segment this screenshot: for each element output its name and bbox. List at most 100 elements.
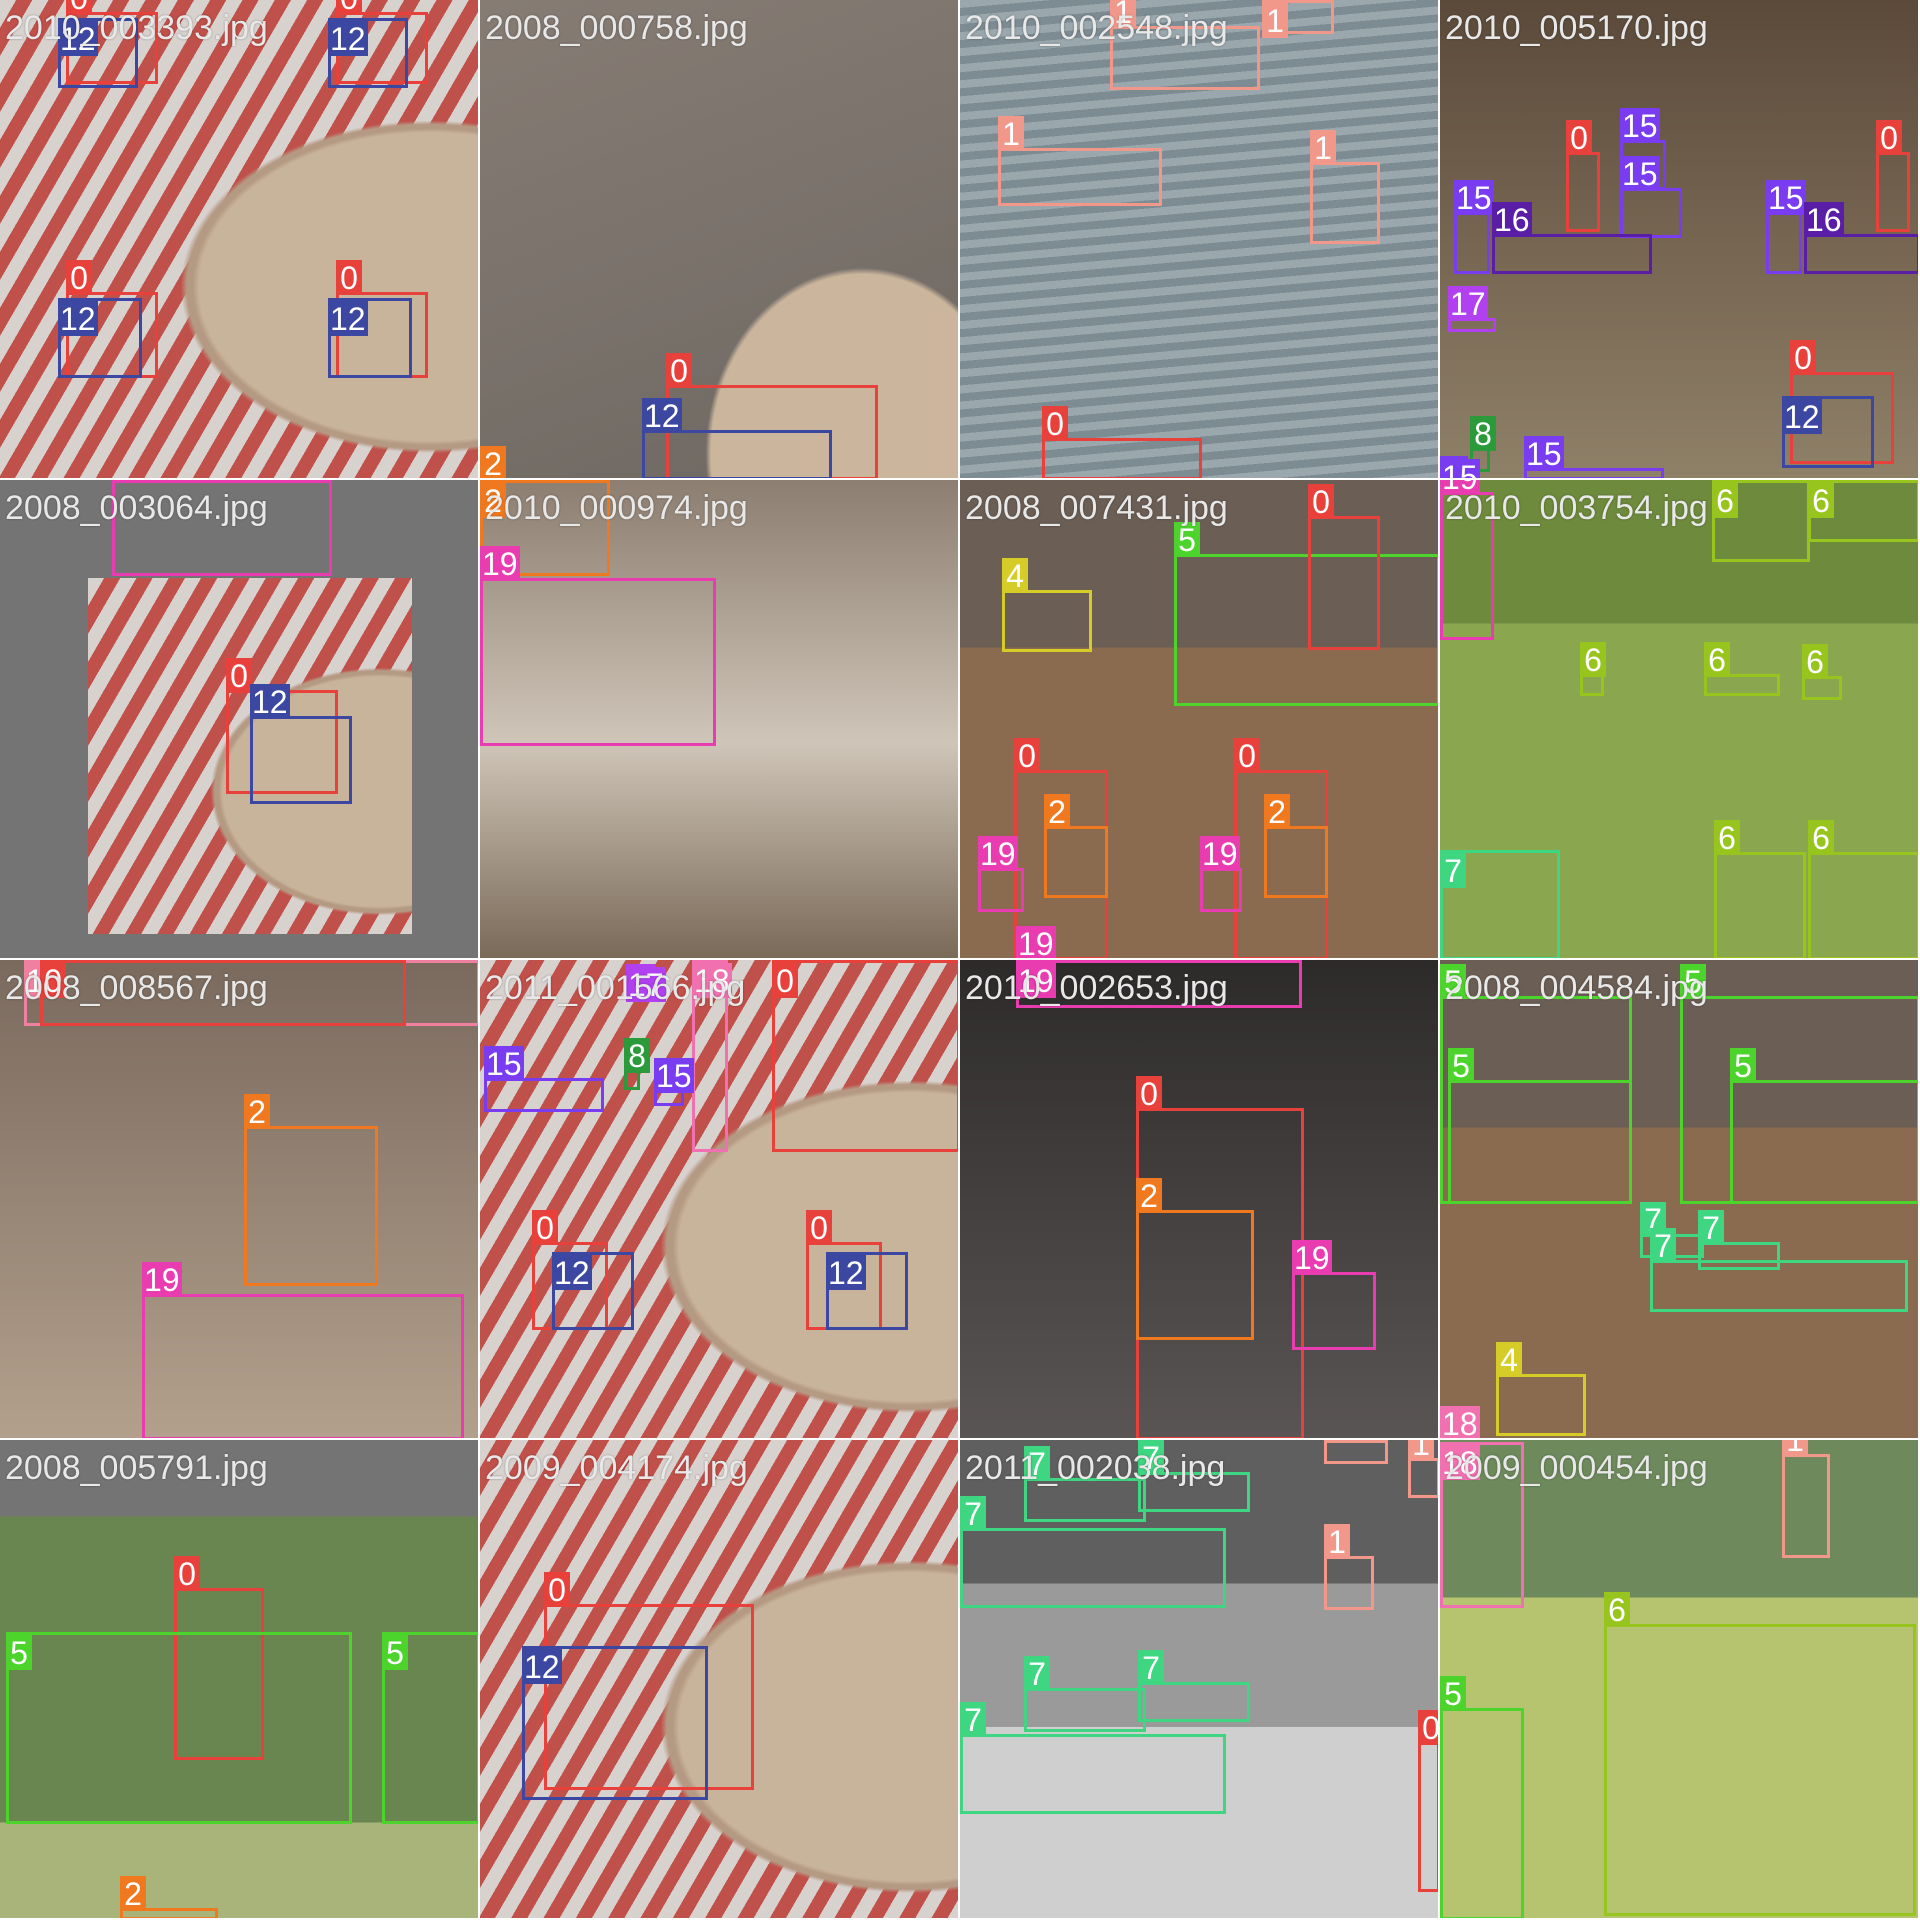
mosaic-tile-1: 2010_003393.jpg 0 12 0 12 0 12 0 12 [0, 0, 480, 480]
bbox-class-label: 1 [1782, 1440, 1808, 1458]
bbox-class-label: 5 [1174, 522, 1200, 558]
bbox-class-label: 18 [1440, 1445, 1480, 1481]
bbox-class-label: 15 [1620, 156, 1660, 192]
tile-filename: 2008_005791.jpg [5, 1449, 268, 1487]
bbox-class-6: 6 [1580, 642, 1606, 696]
bbox-class-2: 2 [1136, 1178, 1254, 1340]
bbox-class-12: 12 [1782, 396, 1874, 468]
bbox-class-label: 7 [1138, 1650, 1164, 1686]
bbox-class-1: 1 [1110, 0, 1260, 90]
tile-filename: 2010_003393.jpg [5, 9, 268, 47]
bbox-class-label: 19 [480, 546, 520, 582]
bbox-class-12: 12 [328, 298, 412, 378]
bbox-class-label: 0 [532, 1210, 558, 1246]
bbox-class-6: 6 [1714, 820, 1806, 958]
bbox-class-19: 19 [978, 836, 1024, 912]
mosaic-tile-3: 2010_002548.jpg 1 1 1 1 0 [960, 0, 1440, 480]
bbox-class-label: 0 [806, 1210, 832, 1246]
tile-filename: 2010_002548.jpg [965, 9, 1228, 47]
bbox-class-12: 12 [642, 398, 832, 478]
bbox-class-7: 7 [960, 1702, 1226, 1814]
bbox-class-label: 5 [6, 1635, 32, 1671]
bbox-class-7: 7 [1440, 850, 1560, 958]
bbox-class-label: 19 [1292, 1240, 1332, 1276]
bbox-class-7: 7 [1138, 1650, 1250, 1722]
bbox-class-label: 0 [1418, 1710, 1438, 1746]
bbox-class-label: 0 [1234, 738, 1260, 774]
bbox-class-label: 0 [1876, 120, 1902, 156]
bbox-class-label: 4 [1002, 558, 1028, 594]
bbox-class-label: 2 [1044, 794, 1070, 830]
tile-image-track-collage [480, 960, 958, 1438]
bbox-class-2: 2 [480, 446, 506, 478]
bbox-class-1: 1 [1324, 1524, 1374, 1610]
bbox-class-12: 12 [58, 298, 142, 378]
bbox-class-label: 2 [1264, 794, 1290, 830]
bbox-class-15: 15 [1454, 180, 1494, 274]
bbox-class-label: 1 [998, 116, 1024, 152]
bbox-class-label: 19 [1016, 963, 1056, 999]
bbox-class-label: 1 [1262, 3, 1288, 39]
bbox-class-7: 7 [1138, 1440, 1250, 1512]
bbox-class-label: 1 [1324, 1440, 1350, 1444]
bbox-class-label: 19 [112, 480, 152, 484]
bbox-class-7: 7 [1650, 1228, 1908, 1312]
bbox-class-0: 0 [1418, 1710, 1438, 1892]
bbox-class-label: 12 [1782, 399, 1822, 435]
tile-image-sheep-field [1440, 480, 1918, 958]
tile-filename: 2010_002653.jpg [965, 969, 1228, 1007]
bbox-class-0: 0 [1042, 406, 1202, 478]
bbox-class-0: 0 [226, 658, 338, 794]
bbox-class-0: 0 [40, 960, 406, 1026]
tile-filename: 2009_000454.jpg [1445, 1449, 1708, 1487]
mosaic-tile-2: 2008_000758.jpg 0 12 2 [480, 0, 960, 480]
tile-image-horse-rider [960, 480, 1438, 958]
bbox-class-7: 7 [1024, 1656, 1146, 1732]
bbox-class-label: 15 [1766, 180, 1806, 216]
bbox-class-label: 0 [666, 353, 692, 389]
bbox-class-label: 12 [826, 1255, 866, 1291]
bbox-class-label: 17 [1448, 286, 1488, 322]
bbox-class-label: 0 [174, 1556, 200, 1592]
bbox-class-label: 16 [1804, 202, 1844, 238]
mosaic-tile-8: 2010_003754.jpg 19 6 6 6 6 6 7 6 6 [1440, 480, 1920, 960]
bbox-class-label: 12 [328, 301, 368, 337]
bbox-class-0: 0 [544, 1572, 754, 1790]
mosaic-tile-14: 2009_004174.jpg 0 12 [480, 1440, 960, 1920]
bbox-class-8: 8 [1470, 416, 1496, 472]
bbox-class-label: 8 [1470, 416, 1496, 452]
bbox-class-19: 19 [1440, 480, 1494, 640]
mosaic-tile-11: 2010_002653.jpg 19 0 2 19 [960, 960, 1440, 1440]
bbox-class-12: 12 [552, 1252, 634, 1330]
tile-filename: 2008_007431.jpg [965, 489, 1228, 527]
bbox-class-label: 0 [1014, 738, 1040, 774]
bbox-class-2: 2 [1044, 794, 1108, 898]
bbox-class-label: 2 [1136, 1178, 1162, 1214]
bbox-class-4: 4 [1002, 558, 1092, 652]
bbox-class-label: 15 [1440, 459, 1480, 478]
bbox-class-label: 8 [624, 1038, 650, 1074]
bbox-class-7: 7 [1698, 1210, 1780, 1270]
tile-image-motorcycle-track [0, 0, 478, 478]
bbox-class-label: 1 [1324, 1524, 1350, 1560]
bbox-class-label: 19 [1440, 480, 1480, 496]
bbox-class-label: 5 [1448, 1048, 1474, 1084]
bbox-class-label: 2 [244, 1094, 270, 1130]
tile-image-ducks-on-water [960, 0, 1438, 478]
mosaic-tile-5: 2008_003064.jpg 19 0 12 [0, 480, 480, 960]
tile-filename: 2008_003064.jpg [5, 489, 268, 527]
bbox-class-12: 12 [250, 684, 352, 804]
bbox-class-4: 4 [1496, 1342, 1586, 1436]
mosaic-tile-9: 2008_008567.jpg 10 0 2 19 [0, 960, 480, 1440]
bbox-class-6: 6 [1704, 642, 1780, 696]
bbox-class-label: 2 [480, 446, 506, 478]
tile-filename: 2010_003754.jpg [1445, 489, 1708, 527]
bbox-class-label: 7 [1138, 1440, 1164, 1476]
bbox-class-16: 16 [1804, 202, 1918, 274]
bbox-class-label: 19 [1200, 836, 1240, 872]
bbox-class-17: 17 [626, 964, 666, 1003]
mosaic-tile-10: 2011_001566.jpg 17 18 0 15 8 15 0 12 0 1… [480, 960, 960, 1440]
bbox-class-label: 12 [642, 398, 682, 434]
bbox-class-12: 12 [522, 1646, 708, 1800]
